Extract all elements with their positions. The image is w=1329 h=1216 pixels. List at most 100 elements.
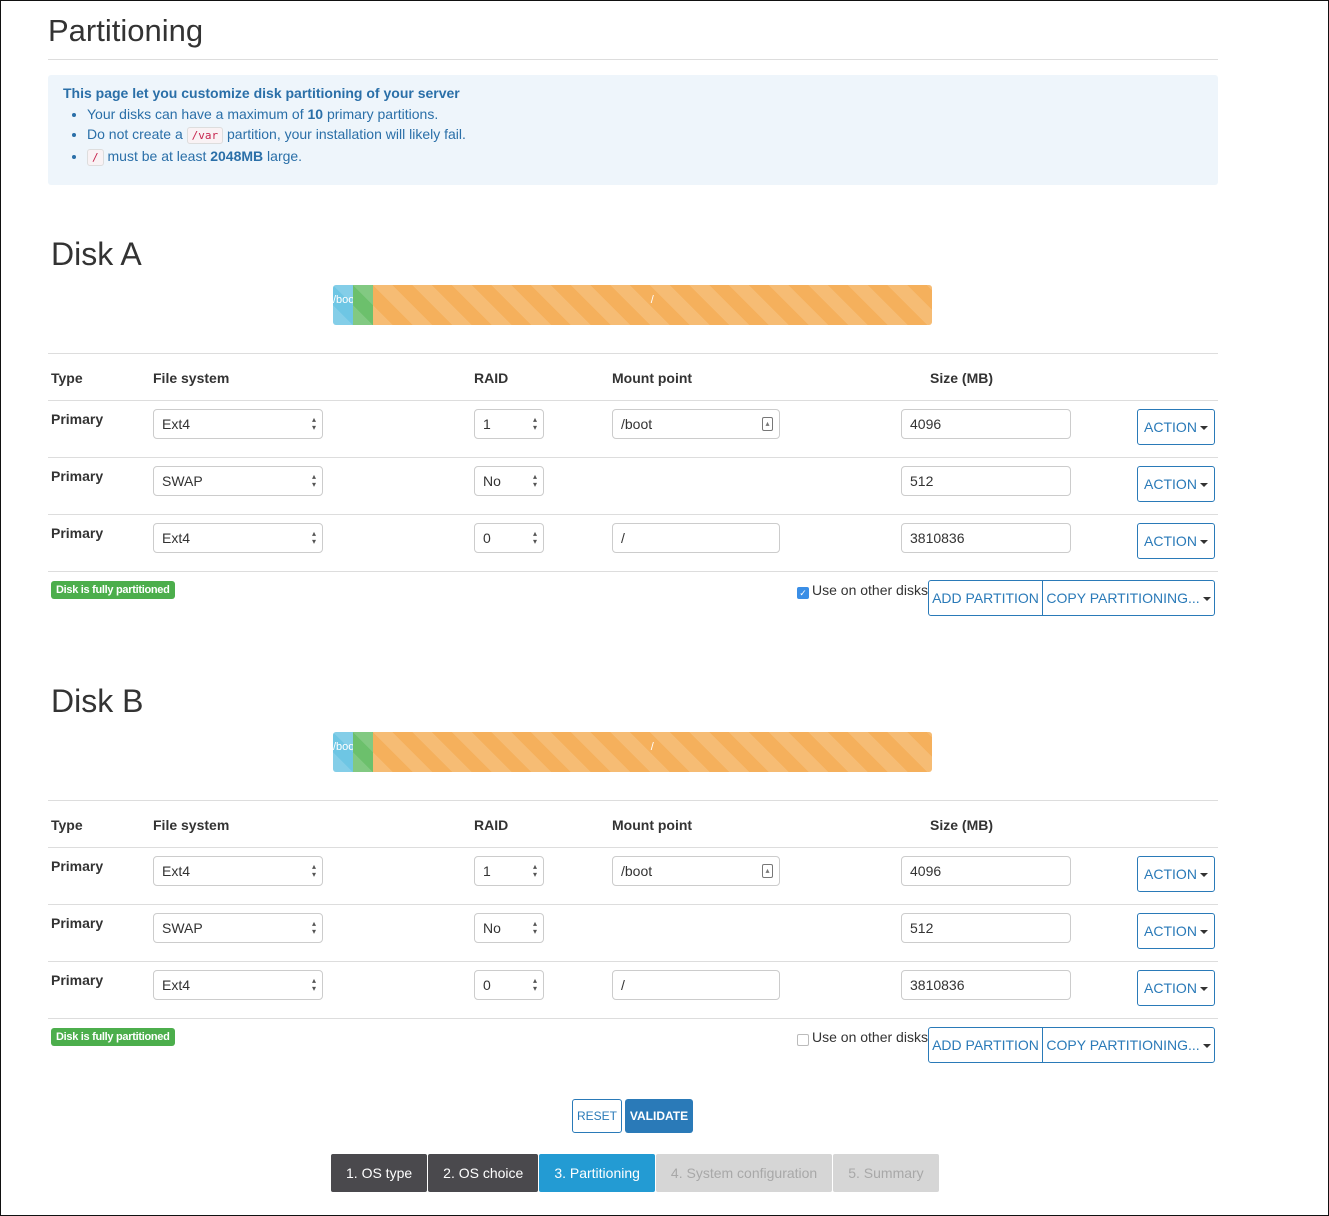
partition-bar: /boot /: [333, 285, 932, 325]
caret-down-icon: [1199, 426, 1208, 431]
partition-type: Primary: [51, 858, 104, 874]
status-badge: Disk is fully partitioned: [51, 581, 175, 599]
partition-type: Primary: [51, 468, 104, 484]
partition-row: Primary SWAP No 512 ACTION: [1, 904, 1328, 961]
caret-down-icon: [1199, 873, 1208, 878]
action-dropdown[interactable]: ACTION: [1137, 913, 1215, 949]
raid-select[interactable]: 0: [474, 970, 544, 1000]
action-label: ACTION: [1144, 866, 1197, 882]
info-item: / must be at least 2048MB large.: [87, 146, 1203, 168]
partition-row: Primary SWAP No 512 ACTION: [1, 457, 1328, 514]
partition-row: Primary Ext4 1/boot ▴ 4096 ACTION: [1, 400, 1328, 457]
autofill-icon: ▴: [762, 417, 773, 431]
size-input[interactable]: 4096: [901, 409, 1071, 439]
partition-bar: /boot /: [333, 732, 932, 772]
col-type: Type: [51, 370, 83, 386]
size-input[interactable]: 3810836: [901, 970, 1071, 1000]
partition-type: Primary: [51, 411, 104, 427]
raid-select[interactable]: No: [474, 466, 544, 496]
add-partition-button[interactable]: ADD PARTITION: [928, 1027, 1043, 1063]
info-heading: This page let you customize disk partiti…: [63, 85, 460, 101]
filesystem-select[interactable]: SWAP: [153, 466, 323, 496]
use-on-other-disks-label[interactable]: Use on other disks: [812, 582, 928, 598]
copy-partitioning-label: COPY PARTITIONING...: [1046, 1037, 1200, 1053]
reset-button[interactable]: RESET: [572, 1099, 622, 1133]
partition-row: Primary Ext4 1/boot ▴ 4096 ACTION: [1, 847, 1328, 904]
partition-type: Primary: [51, 525, 104, 541]
wizard-step[interactable]: 2. OS choice: [428, 1154, 539, 1192]
partition-bar-segment: /: [372, 732, 932, 772]
action-dropdown[interactable]: ACTION: [1137, 466, 1215, 502]
wizard-step[interactable]: 3. Partitioning: [539, 1154, 655, 1192]
mount-point-input[interactable]: /: [612, 523, 780, 553]
copy-partitioning-dropdown[interactable]: COPY PARTITIONING...: [1042, 580, 1215, 616]
action-label: ACTION: [1144, 923, 1197, 939]
col-raid: RAID: [474, 817, 509, 833]
caret-down-icon: [1199, 987, 1208, 992]
filesystem-select[interactable]: Ext4: [153, 856, 323, 886]
mount-point-input[interactable]: /boot ▴: [612, 856, 780, 886]
wizard-step: 4. System configuration: [655, 1154, 833, 1192]
partition-bar-segment: [352, 732, 373, 772]
col-size: Size (MB): [930, 370, 993, 386]
mount-point-value: /boot: [621, 416, 653, 432]
action-dropdown[interactable]: ACTION: [1137, 523, 1215, 559]
copy-partitioning-dropdown[interactable]: COPY PARTITIONING...: [1042, 1027, 1215, 1063]
action-label: ACTION: [1144, 476, 1197, 492]
text: partition, your installation will likely…: [223, 126, 466, 142]
info-item: Your disks can have a maximum of 10 prim…: [87, 104, 1203, 124]
validate-button[interactable]: VALIDATE: [625, 1099, 693, 1133]
text: Your disks can have a maximum of: [87, 106, 308, 122]
col-raid: RAID: [474, 370, 509, 386]
partition-bar-segment: /boot: [333, 285, 353, 325]
use-on-other-disks-checkbox[interactable]: ✓: [797, 587, 809, 599]
action-dropdown[interactable]: ACTION: [1137, 409, 1215, 445]
disk-section: Disk A /boot / Type File system RAID Moun…: [1, 236, 1328, 694]
divider: [48, 400, 1218, 401]
action-dropdown[interactable]: ACTION: [1137, 970, 1215, 1006]
col-type: Type: [51, 817, 83, 833]
col-fs: File system: [153, 370, 230, 386]
divider: [48, 59, 1218, 60]
divider: [48, 457, 1218, 458]
filesystem-select[interactable]: Ext4: [153, 409, 323, 439]
mount-point-input[interactable]: /: [612, 970, 780, 1000]
code: /var: [186, 127, 224, 144]
action-dropdown[interactable]: ACTION: [1137, 856, 1215, 892]
use-on-other-disks-label[interactable]: Use on other disks: [812, 1029, 928, 1045]
text: primary partitions.: [323, 106, 439, 122]
partition-bar-segment: /: [372, 285, 932, 325]
info-item: Do not create a /var partition, your ins…: [87, 124, 1203, 146]
partition-row: Primary Ext4 0 / 3810836 ACTION: [1, 514, 1328, 571]
size-input[interactable]: 3810836: [901, 523, 1071, 553]
raid-select[interactable]: No: [474, 913, 544, 943]
col-mount: Mount point: [612, 370, 693, 386]
wizard-step: 5. Summary: [833, 1154, 939, 1192]
col-fs: File system: [153, 817, 230, 833]
use-on-other-disks-checkbox[interactable]: [797, 1034, 809, 1046]
add-partition-button[interactable]: ADD PARTITION: [928, 580, 1043, 616]
filesystem-select[interactable]: SWAP: [153, 913, 323, 943]
size-input[interactable]: 512: [901, 913, 1071, 943]
filesystem-select[interactable]: Ext4: [153, 523, 323, 553]
raid-select[interactable]: 1: [474, 409, 544, 439]
partition-type: Primary: [51, 972, 104, 988]
raid-select[interactable]: 0: [474, 523, 544, 553]
wizard-step[interactable]: 1. OS type: [331, 1154, 428, 1192]
page-title: Partitioning: [48, 13, 204, 48]
divider: [48, 514, 1218, 515]
col-size: Size (MB): [930, 817, 993, 833]
size-input[interactable]: 512: [901, 466, 1071, 496]
mount-point-input[interactable]: /boot ▴: [612, 409, 780, 439]
mount-point-value: /: [621, 530, 625, 546]
partition-bar-segment: [352, 285, 373, 325]
raid-select[interactable]: 1: [474, 856, 544, 886]
size-input[interactable]: 4096: [901, 856, 1071, 886]
text-bold: 10: [307, 106, 324, 122]
filesystem-select[interactable]: Ext4: [153, 970, 323, 1000]
col-mount: Mount point: [612, 817, 693, 833]
code: /: [87, 149, 104, 166]
divider: [48, 353, 1218, 354]
partition-row: Primary Ext4 0 / 3810836 ACTION: [1, 961, 1328, 1018]
